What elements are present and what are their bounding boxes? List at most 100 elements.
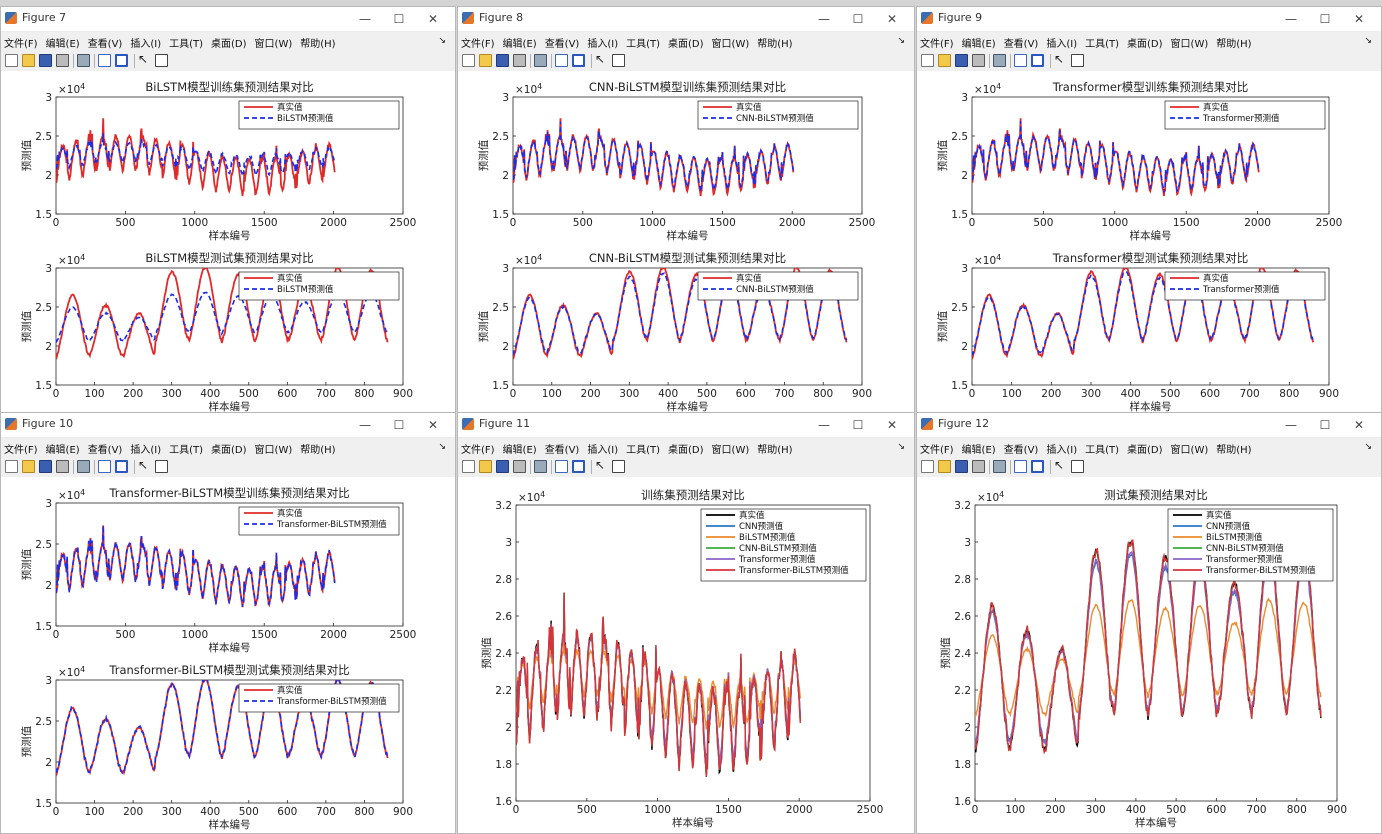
- colorbar-icon[interactable]: [555, 54, 568, 67]
- plot-axes[interactable]: CNN-BiLSTM模型训练集预测结果对比 ×104 0 500 1000 1500 200…: [477, 80, 875, 242]
- colorbar-icon[interactable]: [1014, 460, 1027, 473]
- colorbar-icon[interactable]: [98, 460, 111, 473]
- figure-canvas[interactable]: Transformer模型训练集预测结果对比 ×104 0 500 1000 1500 20…: [917, 71, 1381, 415]
- open-file-icon[interactable]: [479, 460, 492, 473]
- plot-axes[interactable]: BiLSTM模型训练集预测结果对比 ×104 0 500 1000 1500 2000 250…: [20, 80, 416, 242]
- save-icon[interactable]: [39, 54, 52, 67]
- print-icon[interactable]: [56, 460, 69, 473]
- legend-toggle-icon[interactable]: [115, 460, 128, 473]
- dock-arrow-icon[interactable]: ↘: [897, 36, 905, 46]
- menu-item[interactable]: 桌面(D): [668, 39, 704, 50]
- menu-item[interactable]: 帮助(H): [300, 39, 336, 50]
- maximize-button[interactable]: ☐: [1319, 418, 1331, 432]
- title-bar[interactable]: Figure 10 — ☐ ✕: [1, 413, 455, 438]
- legend[interactable]: 真实值CNN预测值BiLSTM预测值CNN-BiLSTM预测值Transform…: [1167, 508, 1334, 582]
- menu-item[interactable]: 工具(T): [169, 39, 204, 50]
- close-button[interactable]: ✕: [886, 418, 898, 432]
- menu-item[interactable]: 插入(I): [587, 445, 619, 456]
- dock-arrow-icon[interactable]: ↘: [1364, 36, 1372, 46]
- save-icon[interactable]: [955, 460, 968, 473]
- title-bar[interactable]: Figure 7 — ☐ ✕: [1, 7, 455, 32]
- property-inspector-icon[interactable]: [155, 460, 168, 473]
- edit-plot-arrow-icon[interactable]: ↖: [1054, 458, 1065, 472]
- plot-axes[interactable]: Transformer模型测试集预测结果对比 ×104 0 100 200 300 400 5…: [936, 251, 1339, 413]
- figure-window[interactable]: Figure 7 — ☐ ✕ 文件(F) 编辑(E) 查看(V) 插入(I) 工具(T) 桌面(D…: [0, 6, 456, 416]
- menu-item[interactable]: 桌面(D): [211, 445, 247, 456]
- menu-item[interactable]: 文件(F): [461, 39, 495, 50]
- menu-item[interactable]: 查看(V): [87, 39, 123, 50]
- menu-item[interactable]: 帮助(H): [1216, 39, 1252, 50]
- menu-item[interactable]: 帮助(H): [300, 445, 336, 456]
- close-button[interactable]: ✕: [886, 12, 898, 26]
- menu-item[interactable]: 查看(V): [544, 39, 580, 50]
- figure-window[interactable]: Figure 8 — ☐ ✕ 文件(F) 编辑(E) 查看(V) 插入(I) 工具(T) 桌面(D…: [457, 6, 915, 416]
- print-icon[interactable]: [513, 460, 526, 473]
- property-inspector-icon[interactable]: [155, 54, 168, 67]
- menu-item[interactable]: 帮助(H): [1216, 445, 1252, 456]
- property-inspector-icon[interactable]: [1071, 54, 1084, 67]
- menu-item[interactable]: 工具(T): [1085, 445, 1120, 456]
- print-icon[interactable]: [972, 54, 985, 67]
- menu-item[interactable]: 窗口(W): [711, 445, 750, 456]
- menu-item[interactable]: 查看(V): [1003, 39, 1039, 50]
- link-plot-icon[interactable]: [534, 54, 547, 67]
- maximize-button[interactable]: ☐: [393, 12, 405, 26]
- legend-toggle-icon[interactable]: [115, 54, 128, 67]
- menu-item[interactable]: 工具(T): [626, 445, 661, 456]
- link-plot-icon[interactable]: [993, 460, 1006, 473]
- figure-window[interactable]: Figure 9 — ☐ ✕ 文件(F) 编辑(E) 查看(V) 插入(I) 工具(T) 桌面(D…: [916, 6, 1382, 416]
- figure-window[interactable]: Figure 11 — ☐ ✕ 文件(F) 编辑(E) 查看(V) 插入(I) 工具(T) 桌面(…: [457, 412, 915, 834]
- maximize-button[interactable]: ☐: [1319, 12, 1331, 26]
- menu-item[interactable]: 窗口(W): [711, 39, 750, 50]
- plot-axes[interactable]: BiLSTM模型测试集预测结果对比 ×104 0 100 200 300 400 500 600…: [20, 251, 413, 413]
- figure-canvas[interactable]: CNN-BiLSTM模型训练集预测结果对比 ×104 0 500 1000 1500 200…: [458, 71, 914, 415]
- close-button[interactable]: ✕: [427, 12, 439, 26]
- new-figure-icon[interactable]: [921, 54, 934, 67]
- new-figure-icon[interactable]: [5, 54, 18, 67]
- menu-item[interactable]: 窗口(W): [1170, 445, 1209, 456]
- menu-item[interactable]: 插入(I): [1046, 445, 1078, 456]
- dock-arrow-icon[interactable]: ↘: [897, 442, 905, 452]
- menu-item[interactable]: 编辑(E): [502, 445, 537, 456]
- menu-item[interactable]: 桌面(D): [1127, 39, 1163, 50]
- menu-item[interactable]: 帮助(H): [757, 445, 793, 456]
- menu-item[interactable]: 工具(T): [169, 445, 204, 456]
- title-bar[interactable]: Figure 12 — ☐ ✕: [917, 413, 1381, 438]
- open-file-icon[interactable]: [22, 54, 35, 67]
- menu-item[interactable]: 插入(I): [1046, 39, 1078, 50]
- edit-plot-arrow-icon[interactable]: ↖: [1054, 52, 1065, 66]
- menu-item[interactable]: 文件(F): [920, 39, 954, 50]
- print-icon[interactable]: [513, 54, 526, 67]
- minimize-button[interactable]: —: [818, 418, 830, 432]
- menu-item[interactable]: 窗口(W): [1170, 39, 1209, 50]
- menu-item[interactable]: 文件(F): [461, 445, 495, 456]
- figure-window[interactable]: Figure 10 — ☐ ✕ 文件(F) 编辑(E) 查看(V) 插入(I) 工具(T) 桌面(…: [0, 412, 456, 834]
- menu-item[interactable]: 帮助(H): [757, 39, 793, 50]
- minimize-button[interactable]: —: [359, 418, 371, 432]
- menu-item[interactable]: 查看(V): [544, 445, 580, 456]
- menu-item[interactable]: 桌面(D): [668, 445, 704, 456]
- menu-item[interactable]: 编辑(E): [502, 39, 537, 50]
- minimize-button[interactable]: —: [359, 12, 371, 26]
- new-figure-icon[interactable]: [5, 460, 18, 473]
- open-file-icon[interactable]: [938, 460, 951, 473]
- colorbar-icon[interactable]: [1014, 54, 1027, 67]
- menu-item[interactable]: 插入(I): [587, 39, 619, 50]
- link-plot-icon[interactable]: [77, 460, 90, 473]
- plot-axes[interactable]: 训练集预测结果对比 ×104 0 500 1000 1500 2000 2500 1.6 1.8 2…: [480, 488, 883, 829]
- legend[interactable]: 真实值CNN预测值BiLSTM预测值CNN-BiLSTM预测值Transform…: [700, 508, 867, 582]
- menu-item[interactable]: 插入(I): [130, 39, 162, 50]
- new-figure-icon[interactable]: [921, 460, 934, 473]
- title-bar[interactable]: Figure 8 — ☐ ✕: [458, 7, 914, 32]
- maximize-button[interactable]: ☐: [852, 418, 864, 432]
- new-figure-icon[interactable]: [462, 54, 475, 67]
- menu-item[interactable]: 编辑(E): [45, 39, 80, 50]
- link-plot-icon[interactable]: [534, 460, 547, 473]
- property-inspector-icon[interactable]: [612, 54, 625, 67]
- link-plot-icon[interactable]: [993, 54, 1006, 67]
- legend-toggle-icon[interactable]: [572, 54, 585, 67]
- minimize-button[interactable]: —: [1285, 12, 1297, 26]
- menu-item[interactable]: 编辑(E): [45, 445, 80, 456]
